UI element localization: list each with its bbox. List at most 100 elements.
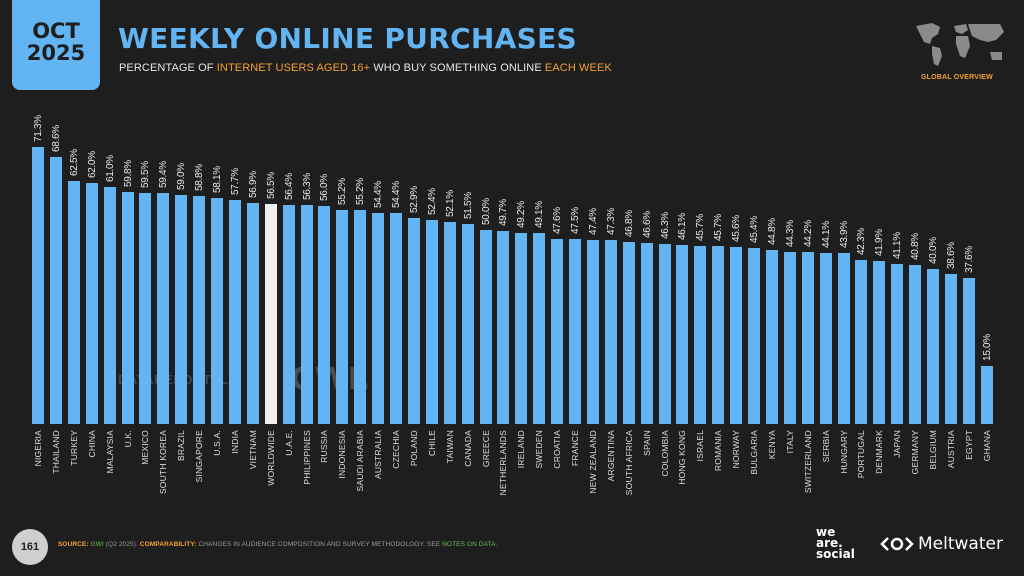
category-label: ITALY	[784, 430, 795, 454]
category-label: THAILAND	[50, 430, 61, 474]
bar-poland	[407, 218, 420, 424]
category-label: NETHERLANDS	[498, 430, 509, 496]
bar-china	[85, 183, 98, 424]
value-label: 54.4%	[373, 180, 385, 208]
category-label: HONG KONG	[677, 430, 688, 485]
value-label: 40.0%	[928, 236, 939, 264]
bar-vietnam	[246, 202, 259, 424]
value-label: 37.6%	[963, 246, 975, 273]
bar-denmark	[873, 261, 886, 424]
category-label: COLOMBIA	[659, 430, 670, 477]
category-label: SERBIA	[820, 430, 831, 463]
category-label: SPAIN	[641, 430, 652, 456]
bar-israel	[694, 246, 707, 424]
value-label: 56.5%	[265, 172, 277, 200]
value-label: 44.8%	[766, 218, 778, 245]
bar-turkey	[67, 181, 80, 424]
bar-portugal	[855, 259, 868, 424]
value-label: 52.4%	[426, 188, 438, 216]
bar-ireland	[515, 232, 528, 424]
bar-indonesia	[336, 209, 349, 424]
category-label: AUSTRIA	[945, 430, 956, 469]
bar-u-k-	[121, 191, 134, 424]
bar-sweden	[533, 233, 546, 424]
bar-serbia	[819, 252, 832, 424]
category-label: EGYPT	[963, 430, 974, 460]
bar-saudi-arabia	[354, 209, 367, 424]
value-label: 56.3%	[301, 173, 313, 201]
subtitle-part: PERCENTAGE OF	[119, 62, 217, 74]
bar-taiwan	[443, 221, 456, 424]
value-label: 38.6%	[945, 242, 957, 270]
source-footer: SOURCE: GWI (Q2 2025). COMPARABILITY: CH…	[58, 541, 497, 548]
meltwater-logo: Meltwater	[880, 534, 1003, 554]
value-label: 41.1%	[892, 232, 904, 260]
value-label: 46.1%	[677, 213, 689, 240]
value-label: 15.0%	[981, 333, 993, 361]
category-label: SWEDEN	[534, 430, 545, 469]
category-label: CHINA	[86, 430, 97, 458]
bar-greece	[479, 229, 492, 424]
category-label: CROATIA	[552, 430, 563, 469]
notes-on-data-link[interactable]: NOTES ON DATA	[442, 541, 496, 548]
value-label: 46.8%	[623, 210, 635, 238]
category-label: MEXICO	[140, 430, 151, 465]
bar-worldwide	[264, 204, 277, 424]
notes-end: .	[495, 541, 498, 548]
category-label: PORTUGAL	[856, 430, 867, 479]
bar-philippines	[300, 205, 313, 424]
date-badge: OCT 2025	[12, 0, 100, 90]
category-label: MALAYSIA	[104, 430, 115, 474]
we-are-social-logo: we are. social	[816, 525, 855, 561]
category-label: PHILIPPINES	[301, 430, 312, 485]
bar-south-korea	[157, 193, 170, 424]
category-label: BELGIUM	[928, 430, 938, 470]
category-label: GREECE	[480, 430, 491, 468]
category-label: ISRAEL	[695, 430, 706, 462]
bar-czechia	[390, 212, 402, 424]
bar-austria	[944, 274, 957, 424]
category-label: GERMANY	[910, 430, 921, 475]
value-label: 40.8%	[910, 233, 922, 261]
value-label: 59.8%	[122, 159, 134, 187]
subtitle-part: WHO BUY SOMETHING ONLINE	[370, 62, 545, 74]
bar-singapore	[193, 195, 206, 424]
category-label: U.K.	[122, 430, 133, 448]
page-number: 161	[12, 529, 48, 565]
comparability-text: CHANGES IN AUDIENCE COMPOSITION AND SURV…	[196, 541, 443, 548]
category-label: HUNGARY	[838, 430, 849, 474]
value-label: 56.9%	[247, 171, 259, 198]
bar-switzerland	[801, 252, 814, 424]
value-label: 44.3%	[784, 220, 796, 247]
bar-france	[569, 239, 581, 424]
bar-brazil	[175, 194, 188, 424]
category-label: ARGENTINA	[605, 430, 616, 482]
category-label: POLAND	[408, 430, 419, 467]
value-label: 56.4%	[283, 173, 295, 200]
meltwater-text: Meltwater	[918, 534, 1003, 554]
bar-germany	[909, 265, 922, 424]
value-label: 44.1%	[820, 220, 832, 248]
category-label: KENYA	[766, 430, 777, 460]
category-label: TURKEY	[68, 430, 79, 466]
category-label: BRAZIL	[176, 430, 187, 461]
value-label: 47.6%	[552, 207, 564, 235]
category-label: TAIWAN	[444, 430, 455, 464]
bar-new-zealand	[586, 239, 599, 424]
value-label: 46.3%	[659, 212, 671, 240]
category-label: CHILE	[426, 430, 437, 457]
value-label: 49.2%	[516, 200, 528, 228]
bar-malaysia	[103, 187, 116, 424]
value-label: 44.2%	[802, 220, 814, 248]
source-link[interactable]: GWI	[90, 541, 104, 548]
value-label: 45.4%	[749, 215, 760, 243]
category-label: AUSTRALIA	[373, 430, 384, 480]
value-label: 56.0%	[319, 174, 331, 202]
value-label: 52.1%	[444, 189, 456, 217]
bar-ghana	[980, 365, 993, 424]
category-label: U.S.A.	[212, 430, 222, 456]
bar-colombia	[658, 244, 671, 424]
category-label: INDONESIA	[337, 430, 348, 479]
value-label: 62.0%	[86, 151, 98, 179]
bar-croatia	[551, 239, 564, 424]
